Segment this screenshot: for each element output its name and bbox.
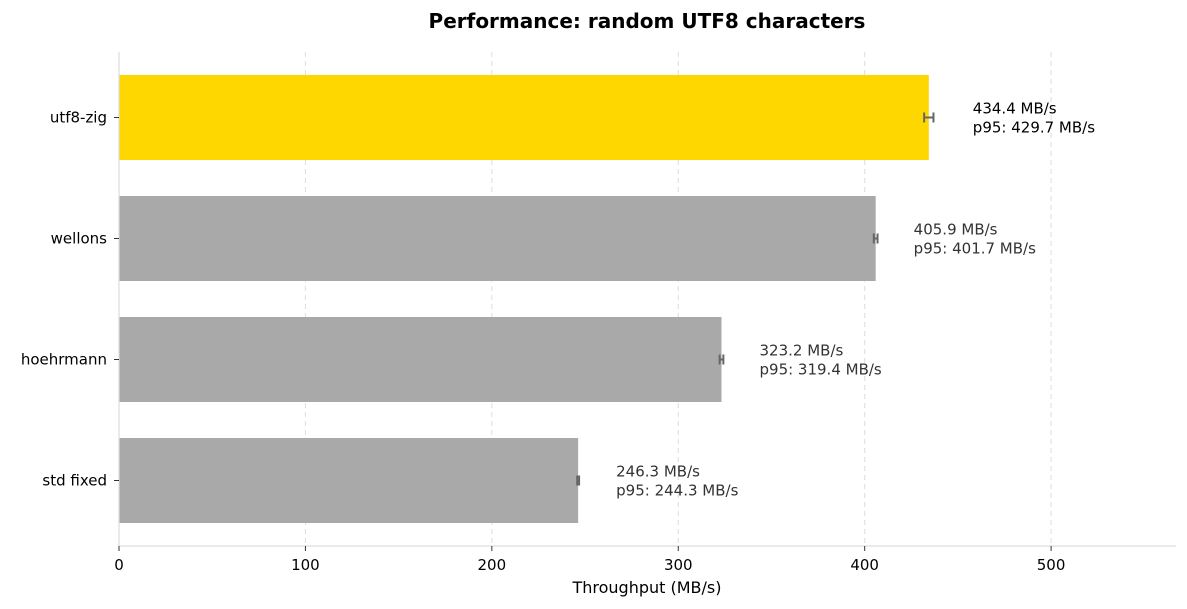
axes (118, 52, 1176, 547)
p95-label: p95: 401.7 MB/s (914, 240, 1036, 258)
bar-hoehrmann (119, 317, 722, 402)
value-label: 323.2 MB/s (760, 342, 844, 360)
y-tick-label: hoehrmann (21, 351, 107, 369)
y-tick-label: utf8-zig (50, 109, 107, 127)
value-label: 246.3 MB/s (616, 463, 700, 481)
value-label: 434.4 MB/s (973, 100, 1057, 118)
y-tick-label: std fixed (42, 472, 107, 490)
x-tick-label: 200 (478, 556, 507, 574)
y-tick-labels: utf8-zig wellons hoehrmann std fixed (21, 109, 119, 490)
p95-label: p95: 429.7 MB/s (973, 119, 1095, 137)
bar-std-fixed (119, 438, 579, 523)
x-tick-labels: 0 100 200 300 400 500 (114, 546, 1065, 574)
p95-label: p95: 319.4 MB/s (760, 361, 882, 379)
value-label: 405.9 MB/s (914, 221, 998, 239)
x-axis-label: Throughput (MB/s) (571, 578, 721, 597)
x-tick-label: 0 (114, 556, 124, 574)
x-tick-label: 500 (1037, 556, 1066, 574)
bar-wellons (119, 196, 876, 281)
y-tick-label: wellons (51, 230, 108, 248)
p95-label: p95: 244.3 MB/s (616, 482, 738, 500)
x-tick-label: 400 (850, 556, 879, 574)
bar-utf8-zig (119, 75, 929, 160)
x-tick-label: 100 (291, 556, 320, 574)
x-tick-label: 300 (664, 556, 693, 574)
bars (119, 75, 935, 523)
chart-title: Performance: random UTF8 characters (429, 9, 866, 33)
